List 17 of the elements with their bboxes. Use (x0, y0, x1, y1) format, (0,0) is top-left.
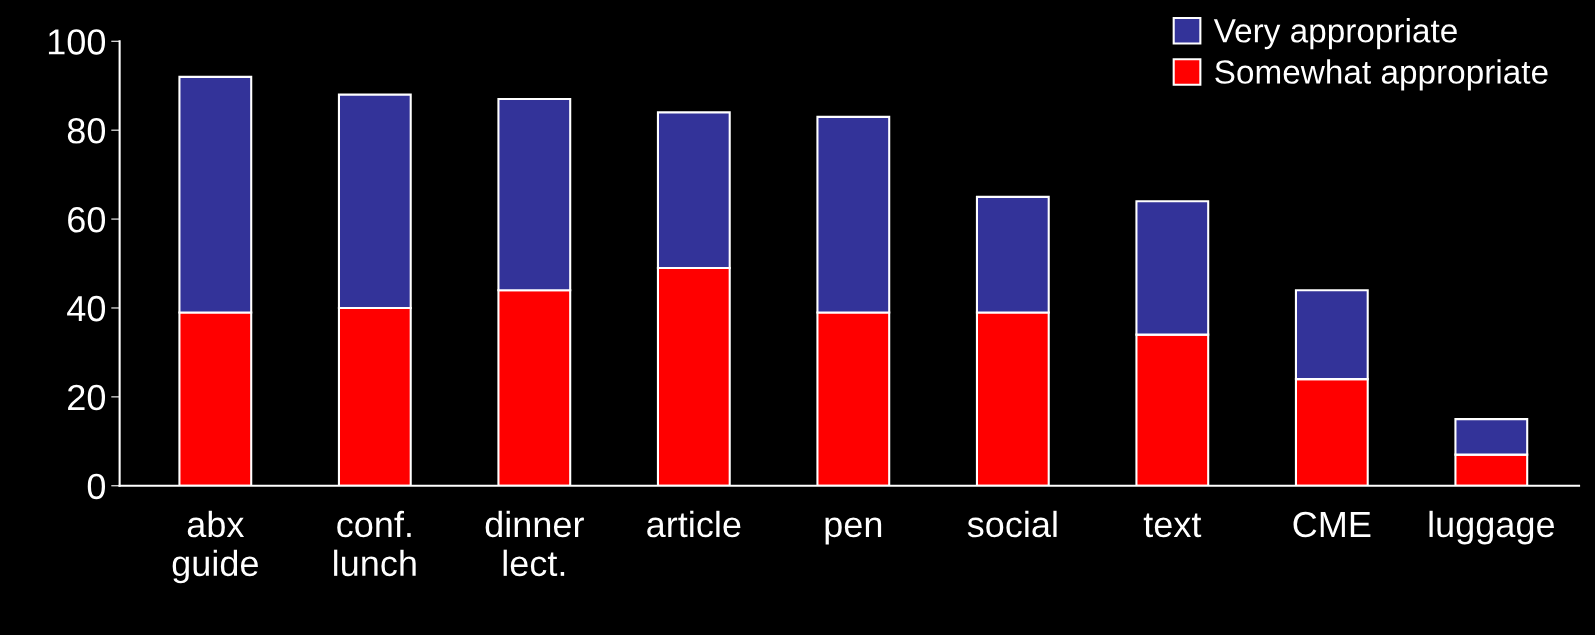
y-tick-label: 100 (48, 29, 106, 55)
x-tick-label: abx guide (172, 510, 258, 584)
x-tick-label: pen (825, 517, 882, 545)
y-tick-label: 40 (67, 295, 106, 322)
legend-label: Somewhat appropriate (1215, 59, 1548, 91)
y-tick-label: 20 (68, 384, 106, 411)
y-tick-label: 0 (87, 473, 106, 500)
x-tick-label: dinner lect. (485, 510, 584, 577)
x-tick-label: article (647, 510, 741, 538)
x-tick-label: CME (1293, 511, 1371, 538)
legend-label: Very appropriate (1213, 18, 1457, 50)
y-tick-label: 60 (68, 206, 106, 233)
x-tick-label: social (967, 510, 1057, 538)
x-tick-label: conf. lunch (334, 510, 416, 577)
x-tick-label: text (1143, 513, 1202, 538)
y-tick-label: 80 (67, 118, 106, 144)
x-tick-label: luggage (1429, 510, 1554, 545)
